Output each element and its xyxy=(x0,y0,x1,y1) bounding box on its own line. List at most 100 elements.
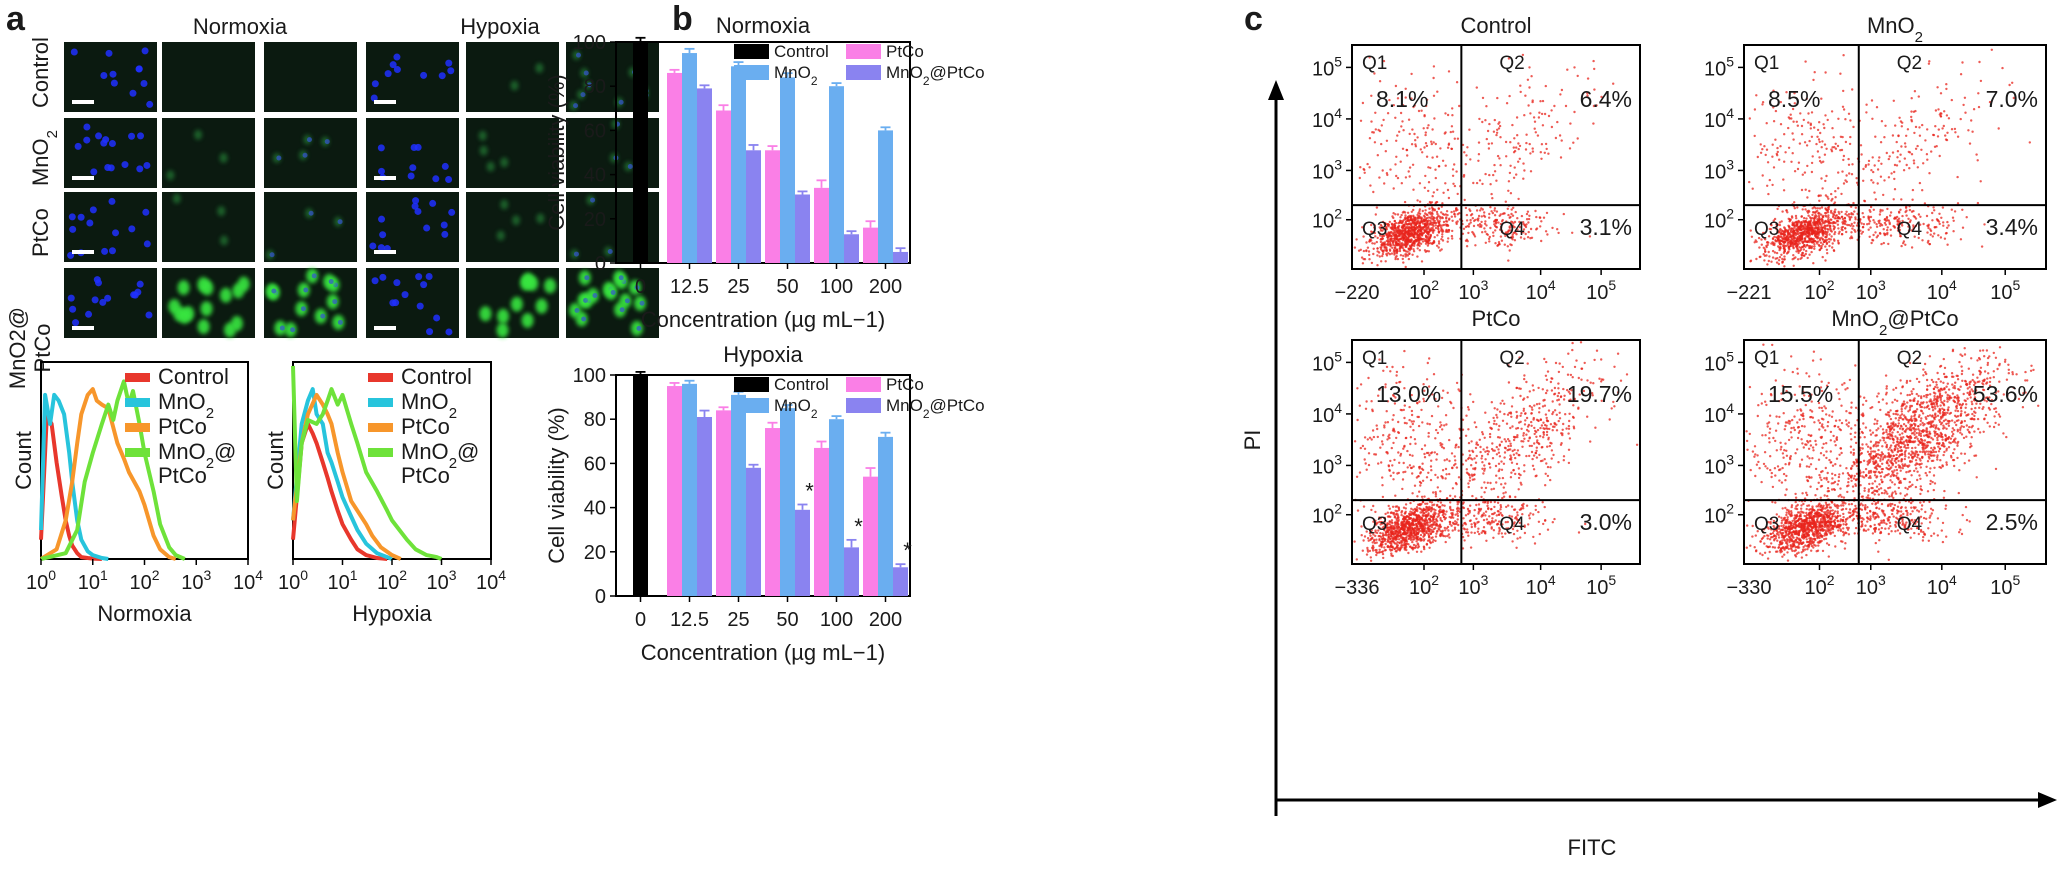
event-dot xyxy=(1490,210,1493,213)
event-dot xyxy=(1855,224,1859,227)
nucleus xyxy=(412,197,420,205)
nucleus xyxy=(393,66,401,74)
nucleus xyxy=(371,80,379,88)
event-dot xyxy=(1831,146,1834,149)
event-dot xyxy=(1379,234,1382,237)
event-dot xyxy=(1533,127,1536,130)
event-dot xyxy=(1512,146,1516,149)
event-dot xyxy=(1917,95,1921,98)
event-dot xyxy=(1545,378,1549,381)
event-dot xyxy=(1382,118,1385,122)
event-dot xyxy=(1427,237,1431,241)
scatter-dots xyxy=(1748,48,2032,268)
event-dot xyxy=(1503,412,1506,416)
event-dot xyxy=(1426,222,1430,225)
event-dot xyxy=(1794,256,1797,259)
event-dot xyxy=(1427,189,1430,193)
nucleus xyxy=(440,221,448,229)
event-dot xyxy=(1372,190,1375,194)
event-dot xyxy=(1433,451,1437,454)
event-dot xyxy=(1385,139,1389,142)
event-dot xyxy=(1450,147,1454,151)
bar xyxy=(682,383,697,596)
event-dot xyxy=(1404,87,1407,91)
event-dot xyxy=(1562,212,1566,216)
quadrant-id: Q2 xyxy=(1499,53,1524,74)
event-dot xyxy=(1946,226,1949,229)
event-dot xyxy=(1828,233,1831,236)
event-dot xyxy=(1787,250,1790,253)
event-dot xyxy=(1432,373,1436,376)
event-dot xyxy=(1828,226,1832,229)
event-dot xyxy=(1563,394,1566,397)
event-dot xyxy=(1432,508,1436,511)
x-tick-label: 102 xyxy=(1409,277,1439,304)
event-dot xyxy=(1397,538,1401,541)
event-dot xyxy=(1375,240,1379,244)
nucleus xyxy=(636,325,642,331)
event-dot xyxy=(1376,551,1379,555)
legend-swatch xyxy=(734,377,769,392)
event-dot xyxy=(1403,349,1406,353)
event-dot xyxy=(1546,370,1550,373)
event-dot xyxy=(1409,442,1412,446)
event-dot xyxy=(1427,431,1430,435)
histogram-curve-mno2-ptco xyxy=(40,379,186,561)
event-dot xyxy=(1785,252,1789,255)
event-dot xyxy=(1816,228,1820,231)
event-dot xyxy=(1362,505,1366,508)
event-dot xyxy=(1749,260,1752,263)
event-dot xyxy=(1402,365,1405,369)
event-dot xyxy=(1378,535,1382,538)
event-dot xyxy=(1393,530,1396,534)
event-dot xyxy=(1775,152,1779,156)
event-dot xyxy=(1860,232,1863,235)
event-dot xyxy=(1448,515,1451,519)
event-dot xyxy=(1422,528,1425,531)
histogram-curve-control xyxy=(291,421,388,561)
y-tick-label: 0 xyxy=(595,586,606,608)
event-dot xyxy=(1402,229,1405,233)
event-dot xyxy=(1390,552,1393,555)
event-dot xyxy=(1431,540,1434,544)
event-dot xyxy=(1797,251,1800,255)
bar xyxy=(863,476,878,596)
event-dot xyxy=(1416,238,1420,241)
event-dot xyxy=(1408,464,1412,467)
event-dot xyxy=(1766,184,1769,187)
event-dot xyxy=(1447,196,1451,200)
event-dot xyxy=(1813,231,1817,234)
x-tick-label: 100 xyxy=(278,567,308,594)
event-dot xyxy=(1825,215,1828,218)
event-dot xyxy=(1539,100,1542,103)
event-dot xyxy=(1439,249,1442,252)
micrograph-tile xyxy=(264,42,357,112)
event-dot xyxy=(1363,458,1366,461)
event-dot xyxy=(1880,242,1883,246)
event-dot xyxy=(1422,535,1425,538)
nucleus xyxy=(619,307,625,313)
event-dot xyxy=(1381,552,1385,556)
event-dot xyxy=(1978,60,1981,64)
event-dot xyxy=(1426,422,1429,425)
event-dot xyxy=(1499,235,1503,238)
significance-marker: * xyxy=(903,538,912,563)
event-dot xyxy=(1385,248,1388,252)
event-dot xyxy=(1416,199,1419,202)
cell-cluster xyxy=(479,272,557,338)
event-dot xyxy=(1400,125,1403,128)
nucleus xyxy=(308,210,314,216)
event-dot xyxy=(1404,217,1407,220)
event-dot xyxy=(1437,246,1440,249)
event-dot xyxy=(1483,215,1487,218)
event-dot xyxy=(1892,99,1896,103)
event-dot xyxy=(1386,112,1390,115)
event-dot xyxy=(1406,211,1410,214)
event-dot xyxy=(1489,206,1492,209)
event-dot xyxy=(1416,227,1419,230)
event-dot xyxy=(1789,240,1792,243)
event-dot xyxy=(1531,147,1534,150)
event-dot xyxy=(1886,233,1889,236)
event-dot xyxy=(1495,423,1498,426)
cell-cluster xyxy=(370,53,455,102)
